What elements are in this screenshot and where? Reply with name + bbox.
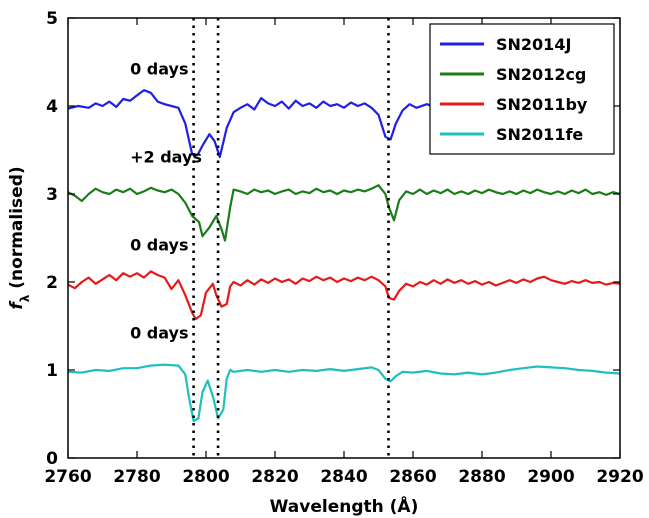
x-tick-label: 2880	[458, 467, 505, 487]
vline-layer	[192, 18, 390, 458]
x-tick-label: 2780	[113, 467, 160, 487]
y-axis-label-rest: (normalised)	[7, 166, 27, 294]
legend-label-sn2011by: SN2011by	[496, 95, 588, 114]
epoch-annotation: 0 days	[130, 235, 188, 254]
legend-label-sn2012cg: SN2012cg	[496, 65, 586, 84]
y-tick-label: 3	[46, 185, 58, 205]
x-tick-label: 2860	[389, 467, 436, 487]
x-tick-label: 2820	[251, 467, 298, 487]
y-tick-label: 0	[46, 449, 58, 469]
x-axis-label: Wavelength (Å)	[270, 494, 419, 517]
series-line-sn2014j	[67, 89, 448, 159]
series-line-sn2011by	[67, 270, 621, 321]
x-tick-label: 2760	[44, 467, 91, 487]
series-line-sn2012cg	[67, 184, 621, 242]
epoch-annotation: 0 days	[130, 59, 188, 78]
legend-label-sn2014j: SN2014J	[496, 35, 571, 54]
series-line-sn2011fe	[67, 363, 621, 423]
x-tick-label: 2800	[182, 467, 229, 487]
x-tick-label: 2840	[320, 467, 367, 487]
epoch-annotation: 0 days	[130, 323, 188, 342]
legend: SN2014J SN2012cg SN2011by SN2011fe	[429, 23, 615, 155]
y-tick-label: 1	[46, 361, 58, 381]
legend-label-sn2011fe: SN2011fe	[496, 125, 583, 144]
tick-layer: 2760 2780 2800 2820 2840 2860 2880 2900 2920 0 1 2 3…	[44, 9, 643, 487]
y-axis-label-main: f	[7, 300, 27, 310]
annotation-layer: 0 days +2 days 0 days 0 days	[130, 59, 202, 342]
series-layer	[67, 89, 621, 423]
y-tick-label: 4	[46, 97, 58, 117]
y-tick-label: 5	[46, 9, 58, 29]
y-tick-label: 2	[46, 273, 58, 293]
y-axis-label: fλ (normalised)	[7, 166, 32, 309]
epoch-annotation: +2 days	[130, 147, 202, 166]
x-tick-label: 2920	[596, 467, 643, 487]
x-tick-label: 2900	[527, 467, 574, 487]
y-axis-label-subscript: λ	[18, 294, 32, 302]
legend-box	[429, 23, 615, 155]
